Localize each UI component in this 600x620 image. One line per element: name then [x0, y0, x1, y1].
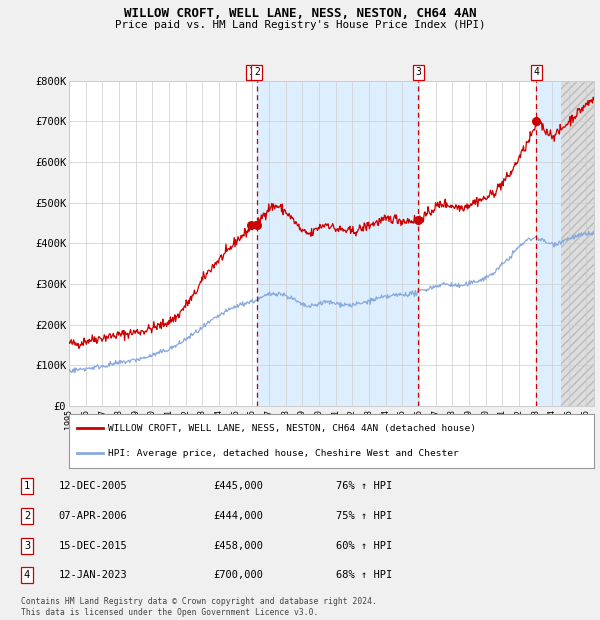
Text: £444,000: £444,000 — [213, 511, 263, 521]
Point — [413, 215, 423, 224]
Text: 3: 3 — [24, 541, 30, 551]
Text: £700,000: £700,000 — [213, 570, 263, 580]
Text: 4: 4 — [533, 68, 539, 78]
Text: 1: 1 — [24, 481, 30, 491]
Text: 68% ↑ HPI: 68% ↑ HPI — [336, 570, 392, 580]
Text: 60% ↑ HPI: 60% ↑ HPI — [336, 541, 392, 551]
Text: 15-DEC-2015: 15-DEC-2015 — [59, 541, 128, 551]
Text: HPI: Average price, detached house, Cheshire West and Chester: HPI: Average price, detached house, Ches… — [109, 449, 459, 458]
Text: Contains HM Land Registry data © Crown copyright and database right 2024.
This d: Contains HM Land Registry data © Crown c… — [21, 598, 377, 617]
Bar — [560, 81, 594, 406]
Text: 12-DEC-2005: 12-DEC-2005 — [59, 481, 128, 491]
Text: WILLOW CROFT, WELL LANE, NESS, NESTON, CH64 4AN (detached house): WILLOW CROFT, WELL LANE, NESS, NESTON, C… — [109, 424, 476, 433]
Text: 3: 3 — [415, 68, 421, 78]
Text: £445,000: £445,000 — [213, 481, 263, 491]
Point — [532, 117, 541, 126]
Bar — [257, 81, 418, 406]
Text: 1: 1 — [248, 68, 254, 78]
Text: WILLOW CROFT, WELL LANE, NESS, NESTON, CH64 4AN: WILLOW CROFT, WELL LANE, NESS, NESTON, C… — [124, 7, 476, 20]
Text: £458,000: £458,000 — [213, 541, 263, 551]
Text: 07-APR-2006: 07-APR-2006 — [59, 511, 128, 521]
Text: 12-JAN-2023: 12-JAN-2023 — [59, 570, 128, 580]
Text: 75% ↑ HPI: 75% ↑ HPI — [336, 511, 392, 521]
Text: 4: 4 — [24, 570, 30, 580]
Text: 76% ↑ HPI: 76% ↑ HPI — [336, 481, 392, 491]
Point — [252, 221, 262, 231]
Text: 2: 2 — [254, 68, 260, 78]
Text: Price paid vs. HM Land Registry's House Price Index (HPI): Price paid vs. HM Land Registry's House … — [115, 20, 485, 30]
Bar — [536, 81, 594, 406]
Point — [247, 220, 256, 230]
Text: 2: 2 — [24, 511, 30, 521]
